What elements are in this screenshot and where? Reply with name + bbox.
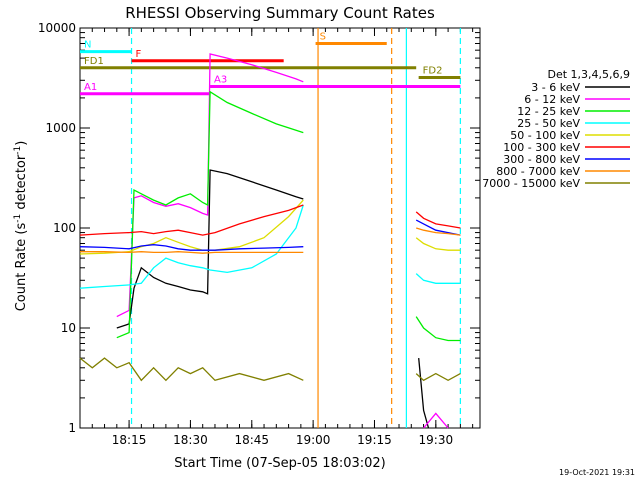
annotation-label-f: F bbox=[136, 49, 142, 60]
annotation-label-fd1: FD1 bbox=[84, 56, 104, 67]
series-line-6 bbox=[79, 244, 304, 251]
series-line-4 bbox=[415, 237, 461, 251]
y-tick-label: 1 bbox=[68, 421, 76, 435]
x-tick-label: 18:15 bbox=[112, 433, 147, 447]
annotation-label-fd2: FD2 bbox=[423, 65, 443, 76]
legend-label: 300 - 800 keV bbox=[503, 153, 580, 166]
series-line-8 bbox=[79, 357, 304, 382]
series-line-1 bbox=[116, 53, 304, 318]
legend-label: 7000 - 15000 keV bbox=[482, 177, 580, 190]
x-axis-label: Start Time (07-Sep-05 18:03:02) bbox=[174, 456, 385, 471]
plot-area: 18:15 18:30 18:45 19:00 19:15 19:30 1 10 100 1000… bbox=[38, 21, 481, 447]
legend-title: Det 1,3,4,5,6,9 bbox=[547, 68, 630, 81]
y-tick-label: 100 bbox=[53, 221, 76, 235]
chart-title: RHESSI Observing Summary Count Rates bbox=[125, 4, 435, 22]
series-line-6 bbox=[415, 219, 461, 236]
x-tick-label: 18:30 bbox=[173, 433, 208, 447]
series-line-2 bbox=[415, 316, 461, 342]
y-axis-label-sup2: -1 bbox=[13, 146, 23, 155]
x-tick-label: 19:15 bbox=[357, 433, 392, 447]
legend-label: 3 - 6 keV bbox=[531, 81, 580, 94]
annotation-label-s: S bbox=[320, 31, 326, 42]
legend-label: 12 - 25 keV bbox=[517, 105, 580, 118]
y-axis-label-mid: detector bbox=[14, 154, 29, 214]
legend-label: 50 - 100 keV bbox=[510, 129, 580, 142]
series-line-1 bbox=[423, 412, 449, 429]
y-tick-label: 10 bbox=[61, 321, 76, 335]
y-axis-label-main: Count Rate (s bbox=[14, 223, 29, 312]
series-line-4 bbox=[79, 199, 304, 255]
annotation-label-n: N bbox=[84, 40, 91, 51]
legend-label: 6 - 12 keV bbox=[524, 93, 580, 106]
y-axis-label: Count Rate (s-1 detector-1) bbox=[13, 141, 29, 312]
timestamp: 19-Oct-2021 19:31 bbox=[559, 468, 635, 477]
x-tick-label: 18:45 bbox=[234, 433, 269, 447]
legend-label: 25 - 50 keV bbox=[517, 117, 580, 130]
series-line-5 bbox=[79, 204, 304, 236]
y-tick-label: 10000 bbox=[38, 21, 76, 35]
series-line-3 bbox=[415, 273, 461, 284]
x-tick-label: 19:00 bbox=[296, 433, 331, 447]
x-tick-label: 19:30 bbox=[419, 433, 454, 447]
series-line-0 bbox=[116, 169, 304, 329]
series-line-2 bbox=[116, 90, 304, 339]
series-line-5 bbox=[415, 211, 461, 229]
series-line-7 bbox=[80, 251, 304, 254]
series-line-3 bbox=[79, 204, 304, 289]
legend-label: 100 - 300 keV bbox=[503, 141, 580, 154]
annotation-label-a1: A1 bbox=[84, 82, 97, 93]
series-line-0 bbox=[418, 358, 430, 429]
series-line-8 bbox=[415, 372, 461, 382]
y-tick-label: 1000 bbox=[45, 121, 76, 135]
series-line-7 bbox=[416, 227, 461, 236]
annotation-label-a3: A3 bbox=[214, 75, 227, 86]
y-axis-label-end: ) bbox=[14, 141, 29, 146]
y-axis-label-sup1: -1 bbox=[13, 214, 23, 223]
legend-label: 800 - 7000 keV bbox=[496, 165, 580, 178]
